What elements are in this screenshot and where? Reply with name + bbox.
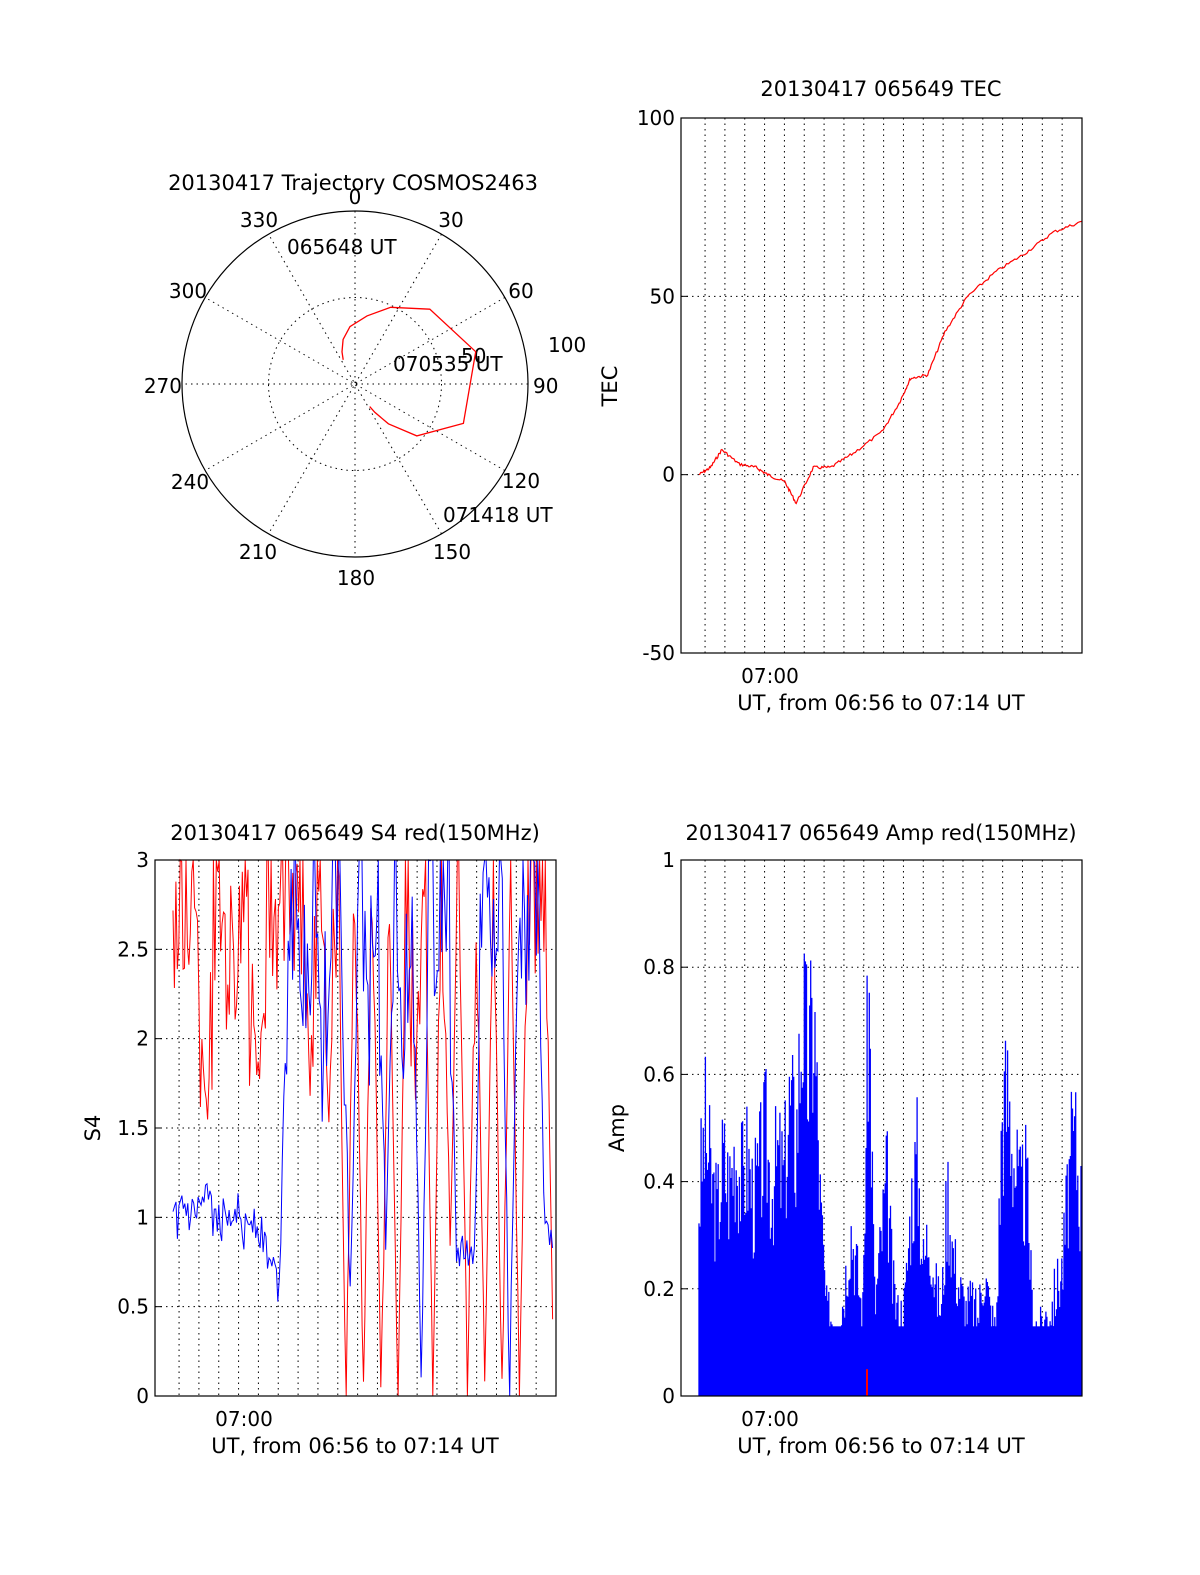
polar-grid: [182, 211, 528, 557]
amp-y-tick-0.2: 0.2: [643, 1277, 675, 1301]
amp-blue-floor: [699, 1326, 1081, 1396]
tec-y-tick-100: 100: [637, 106, 675, 130]
polar-title: 20130417 Trajectory COSMOS2463: [168, 171, 538, 195]
polar-angle-label-300: 300: [169, 279, 207, 303]
tec-series-line: [698, 220, 1083, 505]
s4-red-series: [172, 858, 554, 1397]
sa-y-tick-1: 1: [136, 1205, 149, 1229]
sa-y-tick-3: 3: [136, 848, 149, 872]
amp-y-ticks: 0 0.2 0.4 0.6 0.8 1: [643, 848, 688, 1408]
tec-grid: [681, 118, 1082, 653]
polar-panel: 20130417 Trajectory COSMOS2463 0 30 60 90 12…: [144, 171, 586, 590]
trajectory-end-label: 071418 UT: [443, 503, 553, 527]
s4-y-ticks: 0 0.5 1 1.5 2 2.5 3: [117, 848, 162, 1408]
polar-angle-label-180: 180: [337, 566, 375, 590]
s4-x-axis-label: UT, from 06:56 to 07:14 UT: [211, 1434, 499, 1458]
s4-panel: 20130417 065649 S4 red(150MHz) 0 0.5 1 1.5 2…: [81, 821, 557, 1458]
tec-y-ticks: -50 0 50 100: [637, 106, 688, 665]
amp-y-axis-label: Amp: [605, 1104, 629, 1152]
tec-y-tick-50: 50: [650, 284, 675, 308]
sa-y-tick-2.5: 2.5: [117, 937, 149, 961]
polar-angle-label-90: 90: [533, 374, 558, 398]
amp-y-tick-0: 0: [662, 1384, 675, 1408]
polar-angle-label-120: 120: [502, 469, 540, 493]
sa-y-tick-1.5: 1.5: [117, 1116, 149, 1140]
trajectory-line: [341, 306, 477, 437]
polar-angle-label-270: 270: [144, 374, 182, 398]
sa-y-tick-2: 2: [136, 1027, 149, 1051]
polar-outer-ring: [181, 210, 529, 558]
tec-plot-frame: [680, 117, 1083, 654]
sa-y-tick-0.5: 0.5: [117, 1295, 149, 1319]
amp-y-tick-0.4: 0.4: [643, 1170, 675, 1194]
tec-y-tick--50: -50: [642, 641, 675, 665]
polar-spoke-150: [268, 233, 442, 535]
tec-title: 20130417 065649 TEC: [760, 77, 1001, 101]
tec-panel: 20130417 065649 TEC -50 0 50 100 07:00 UT, …: [598, 77, 1083, 715]
tec-x-tick-0700: 07:00: [741, 664, 799, 688]
amp-x-tick-0700: 07:00: [741, 1407, 799, 1431]
sa-y-tick-0: 0: [136, 1384, 149, 1408]
polar-angle-label-240: 240: [171, 470, 209, 494]
amp-panel: 20130417 065649 Amp red(150MHz) 00.20.40…: [605, 821, 1083, 1458]
s4-blue-series: [172, 859, 553, 1397]
tec-x-axis-label: UT, from 06:56 to 07:14 UT: [737, 691, 1025, 715]
trajectory-mid-label: 070535 UT: [393, 352, 503, 376]
amp-y-tick-1: 1: [662, 848, 675, 872]
polar-angle-label-330: 330: [240, 208, 278, 232]
amp-y-tick-0.6: 0.6: [643, 1062, 675, 1086]
polar-angle-label-60: 60: [508, 279, 533, 303]
polar-ring-50: [268, 297, 442, 471]
s4-title: 20130417 065649 S4 red(150MHz): [170, 821, 540, 845]
amp-title: 20130417 065649 Amp red(150MHz): [685, 821, 1076, 845]
trajectory-start-label: 065648 UT: [287, 235, 397, 259]
polar-angle-label-30: 30: [438, 208, 463, 232]
amp-plot-frame: [680, 859, 1083, 1397]
polar-spoke-30: [268, 233, 442, 535]
polar-radial-label-100: 100: [548, 333, 586, 357]
s4-blue-trace: [172, 859, 553, 1397]
amp-x-axis-label: UT, from 06:56 to 07:14 UT: [737, 1434, 1025, 1458]
polar-angle-labels: 0 30 60 90 120 150 180 210 240 270 300 330: [144, 185, 559, 590]
polar-angle-label-210: 210: [239, 540, 277, 564]
amp-blue-series: [698, 953, 1082, 1396]
amp-y-tick-0.8: 0.8: [643, 955, 675, 979]
tec-y-tick-0: 0: [662, 463, 675, 487]
polar-angle-label-0: 0: [349, 185, 362, 209]
tec-y-axis-label: TEC: [598, 366, 622, 408]
s4-y-axis-label: S4: [81, 1115, 105, 1142]
s4-x-tick-0700: 07:00: [215, 1407, 273, 1431]
polar-angle-label-150: 150: [433, 540, 471, 564]
s4-red-trace: [172, 858, 554, 1397]
